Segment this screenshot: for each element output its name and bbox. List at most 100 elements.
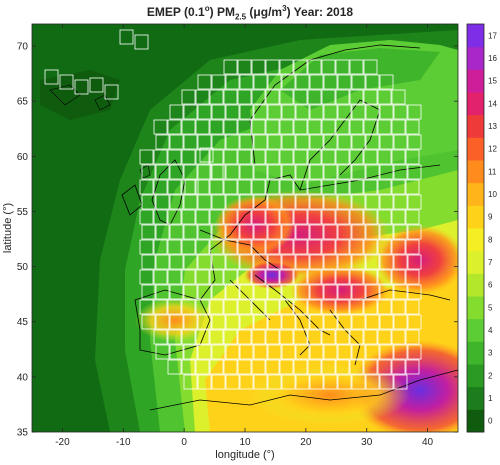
grid-cell bbox=[267, 224, 282, 240]
y-tick-label: 45 bbox=[17, 317, 29, 328]
grid-cell bbox=[183, 164, 198, 180]
grid-cell bbox=[405, 359, 420, 375]
grid-cell bbox=[267, 104, 282, 120]
grid-cell bbox=[323, 374, 338, 390]
grid-cell bbox=[267, 344, 282, 360]
grid-overlay bbox=[44, 29, 422, 390]
grid-cell bbox=[267, 74, 282, 90]
grid-cell bbox=[349, 149, 364, 165]
grid-cell bbox=[335, 239, 350, 255]
grid-cell bbox=[265, 89, 280, 105]
grid-cell bbox=[209, 149, 224, 165]
grid-cell bbox=[197, 344, 212, 360]
grid-cell bbox=[251, 359, 266, 375]
grid-cell bbox=[363, 299, 378, 315]
grid-cell bbox=[323, 164, 338, 180]
grid-cell bbox=[153, 209, 168, 225]
grid-cell bbox=[365, 194, 380, 210]
grid-cell bbox=[237, 89, 252, 105]
grid-cell bbox=[225, 224, 240, 240]
grid-cell bbox=[197, 74, 212, 90]
grid-cell bbox=[225, 254, 240, 270]
grid-cell bbox=[251, 269, 266, 285]
grid-cell bbox=[253, 164, 268, 180]
grid-cell bbox=[253, 134, 268, 150]
grid-cell bbox=[265, 329, 280, 345]
grid-cell bbox=[377, 299, 392, 315]
grid-cell bbox=[337, 224, 352, 240]
grid-cell bbox=[183, 104, 198, 120]
grid-cell bbox=[393, 224, 408, 240]
grid-cell bbox=[335, 209, 350, 225]
y-tick-label: 50 bbox=[17, 262, 29, 273]
grid-cell bbox=[337, 194, 352, 210]
grid-cell bbox=[295, 134, 310, 150]
colorbar-tick-label: 14 bbox=[488, 99, 497, 108]
grid-cell bbox=[183, 314, 198, 330]
colorbar-swatch bbox=[467, 318, 484, 342]
grid-cell bbox=[365, 344, 380, 360]
y-axis-label: latitude (°) bbox=[2, 203, 14, 253]
grid-cell bbox=[309, 164, 324, 180]
grid-cell bbox=[183, 134, 198, 150]
grid-cell bbox=[265, 359, 280, 375]
grid-cell bbox=[211, 254, 226, 270]
grid-cell bbox=[199, 147, 214, 163]
grid-cell bbox=[393, 314, 408, 330]
grid-cell bbox=[337, 314, 352, 330]
grid-cell bbox=[265, 119, 280, 135]
grid-cell bbox=[209, 359, 224, 375]
colorbar-frame bbox=[466, 23, 485, 433]
grid-cell bbox=[407, 224, 422, 240]
grid-cell bbox=[141, 194, 156, 210]
grid-cell bbox=[267, 164, 282, 180]
grid-cell bbox=[237, 269, 252, 285]
grid-cell bbox=[209, 209, 224, 225]
grid-cell bbox=[349, 269, 364, 285]
grid-cell bbox=[251, 239, 266, 255]
grid-cell bbox=[237, 299, 252, 315]
grid-cell bbox=[321, 59, 336, 75]
grid-cell bbox=[195, 179, 210, 195]
grid-cell bbox=[293, 149, 308, 165]
colorbar-swatch bbox=[467, 182, 484, 206]
grid-cell bbox=[365, 164, 380, 180]
grid-cell bbox=[307, 329, 322, 345]
grid-cell bbox=[393, 344, 408, 360]
grid-cell bbox=[139, 179, 154, 195]
grid-cell bbox=[309, 194, 324, 210]
grid-cell bbox=[379, 284, 394, 300]
grid-cell bbox=[183, 224, 198, 240]
grid-cell bbox=[197, 284, 212, 300]
grid-cell bbox=[237, 209, 252, 225]
grid-cell bbox=[323, 254, 338, 270]
grid-cell bbox=[393, 254, 408, 270]
grid-cell bbox=[267, 374, 282, 390]
grid-cell bbox=[225, 134, 240, 150]
grid-cell bbox=[253, 104, 268, 120]
grid-cell bbox=[223, 239, 238, 255]
grid-cell bbox=[365, 134, 380, 150]
y-tick-label: 40 bbox=[17, 372, 29, 383]
grid-cell bbox=[167, 329, 182, 345]
grid-cell bbox=[169, 254, 184, 270]
grid-cell bbox=[265, 269, 280, 285]
colorbar-tick-label: 8 bbox=[488, 235, 493, 244]
grid-cell bbox=[183, 344, 198, 360]
grid-cell bbox=[239, 284, 254, 300]
grid-cell bbox=[265, 209, 280, 225]
grid-cell bbox=[281, 284, 296, 300]
scandinavia-north bbox=[280, 48, 440, 110]
grid-cell bbox=[281, 254, 296, 270]
colorbar-tick-label: 12 bbox=[488, 145, 497, 154]
grid-cell bbox=[379, 134, 394, 150]
colorbar-tick-label: 2 bbox=[488, 371, 493, 380]
colorbar-swatch bbox=[467, 341, 484, 365]
grid-cell bbox=[407, 134, 422, 150]
grid-cell bbox=[169, 134, 184, 150]
grid-cell bbox=[141, 164, 156, 180]
grid-cell bbox=[169, 104, 184, 120]
grid-cell bbox=[363, 179, 378, 195]
grid-cell bbox=[153, 149, 168, 165]
grid-cell bbox=[181, 239, 196, 255]
